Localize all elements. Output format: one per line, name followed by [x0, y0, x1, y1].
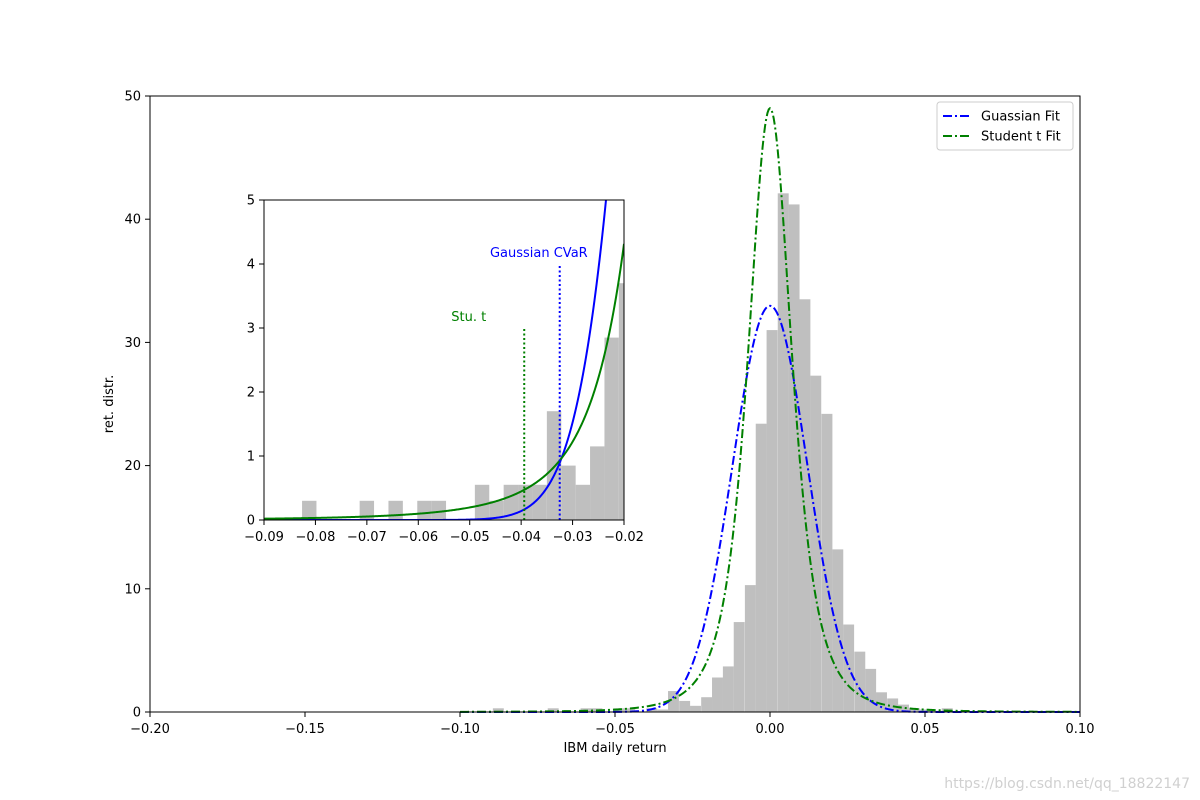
main-x-ticks: −0.20 −0.15 −0.10 −0.05 0.00 0.05 0.10 — [130, 712, 1094, 737]
main-x-tick-label: 0.10 — [1066, 722, 1095, 737]
inset-x-tick-label: −0.03 — [553, 530, 593, 545]
main-hist-bar — [668, 691, 679, 712]
legend: Guassian Fit Student t Fit — [936, 101, 1074, 151]
inset-x-tick-label: −0.02 — [604, 530, 644, 545]
main-x-tick-label: 0.05 — [911, 722, 940, 737]
main-hist-bar — [744, 585, 756, 712]
inset-y-ticks: 0 1 2 3 4 5 — [247, 194, 264, 529]
inset-plot: Gaussian CVaR Stu. t −0.09 −0.08 −0.07 −0.06… — [244, 194, 644, 546]
main-hist-bar — [492, 708, 504, 712]
inset-x-tick-label: −0.06 — [398, 530, 438, 545]
main-x-tick-label: −0.10 — [440, 722, 480, 737]
main-hist-bar — [887, 698, 899, 712]
inset-hist-bar — [302, 500, 317, 520]
main-hist-bar — [690, 705, 701, 712]
inset-hist-bar — [489, 500, 504, 520]
inset-x-tick-label: −0.09 — [244, 530, 284, 545]
inset-x-tick-label: −0.07 — [347, 530, 387, 545]
main-hist-bar — [788, 204, 800, 712]
main-hist-bar — [701, 697, 713, 712]
inset-y-tick-label: 5 — [247, 194, 255, 209]
inset-hist-bar — [604, 337, 619, 520]
main-curve-student-t-fit — [460, 106, 1080, 713]
main-hist-bar — [876, 692, 887, 712]
inset-hist-bar — [618, 283, 624, 520]
main-y-axis-label: ret. distr. — [102, 375, 117, 433]
main-hist-bar — [854, 651, 866, 712]
inset-cvar-lines: Gaussian CVaR Stu. t — [451, 246, 588, 520]
main-y-tick-label: 40 — [124, 213, 141, 228]
main-y-tick-label: 0 — [133, 706, 141, 721]
main-hist-bar — [657, 709, 669, 712]
main-y-ticks: 0 10 20 30 40 50 — [124, 90, 150, 721]
inset-x-tick-label: −0.05 — [450, 530, 490, 545]
legend-label: Student t Fit — [981, 130, 1061, 145]
inset-hist-bar — [590, 446, 605, 520]
main-x-tick-label: −0.05 — [595, 722, 635, 737]
legend-label: Guassian Fit — [981, 110, 1060, 125]
inset-hist-bar — [431, 500, 447, 520]
inset-x-ticks: −0.09 −0.08 −0.07 −0.06 −0.05 −0.04 −0.03 −0.02 — [244, 520, 644, 545]
inset-hist-bar — [474, 484, 490, 520]
main-hist-bar — [810, 375, 822, 712]
main-hist-bar — [679, 700, 691, 712]
main-hist-bar — [777, 193, 789, 712]
main-plot: −0.20 −0.15 −0.10 −0.05 0.00 0.05 0.10 0102030… — [102, 90, 1094, 757]
main-hist-bar — [766, 330, 778, 712]
main-x-tick-label: −0.20 — [130, 722, 170, 737]
inset-y-tick-label: 0 — [247, 514, 255, 529]
main-hist-bar — [898, 704, 909, 712]
inset-hist-bar — [575, 484, 591, 520]
main-x-tick-label: −0.15 — [285, 722, 325, 737]
main-hist-bar — [722, 666, 734, 712]
main-hist-bar — [547, 708, 559, 712]
main-hist-bar — [733, 622, 745, 712]
main-hist-bar — [908, 708, 920, 712]
inset-hist-bar — [417, 500, 432, 520]
main-hist-bar — [865, 668, 877, 712]
main-y-tick-label: 30 — [124, 336, 141, 351]
inset-axes-frame — [263, 199, 625, 521]
main-y-tick-label: 20 — [124, 459, 141, 474]
cvar-annotation: Stu. t — [451, 310, 486, 325]
inset-hist-bar — [359, 500, 375, 520]
main-hist-bar — [821, 413, 833, 712]
inset-hist-bar — [388, 500, 403, 520]
inset-x-tick-label: −0.08 — [296, 530, 336, 545]
main-hist-bar — [624, 708, 636, 712]
main-hist-bar — [712, 677, 723, 712]
inset-curve-student-t — [264, 243, 624, 520]
inset-x-tick-label: −0.04 — [501, 530, 541, 545]
main-y-tick-label: 10 — [124, 582, 141, 597]
cvar-annotation: Gaussian CVaR — [490, 246, 588, 261]
watermark: https://blog.csdn.net/qq_18822147 — [944, 776, 1190, 792]
legend-box — [936, 101, 1074, 151]
inset-y-tick-label: 4 — [247, 258, 255, 273]
inset-y-tick-label: 1 — [247, 450, 255, 465]
main-hist-bar — [755, 423, 767, 712]
main-hist-bar — [919, 709, 931, 712]
inset-hist-bar — [561, 465, 576, 520]
inset-y-tick-label: 3 — [247, 322, 255, 337]
main-x-tick-label: 0.00 — [756, 722, 785, 737]
main-y-tick-label: 50 — [124, 90, 141, 105]
inset-y-tick-label: 2 — [247, 386, 255, 401]
main-x-axis-label: IBM daily return — [563, 741, 666, 756]
